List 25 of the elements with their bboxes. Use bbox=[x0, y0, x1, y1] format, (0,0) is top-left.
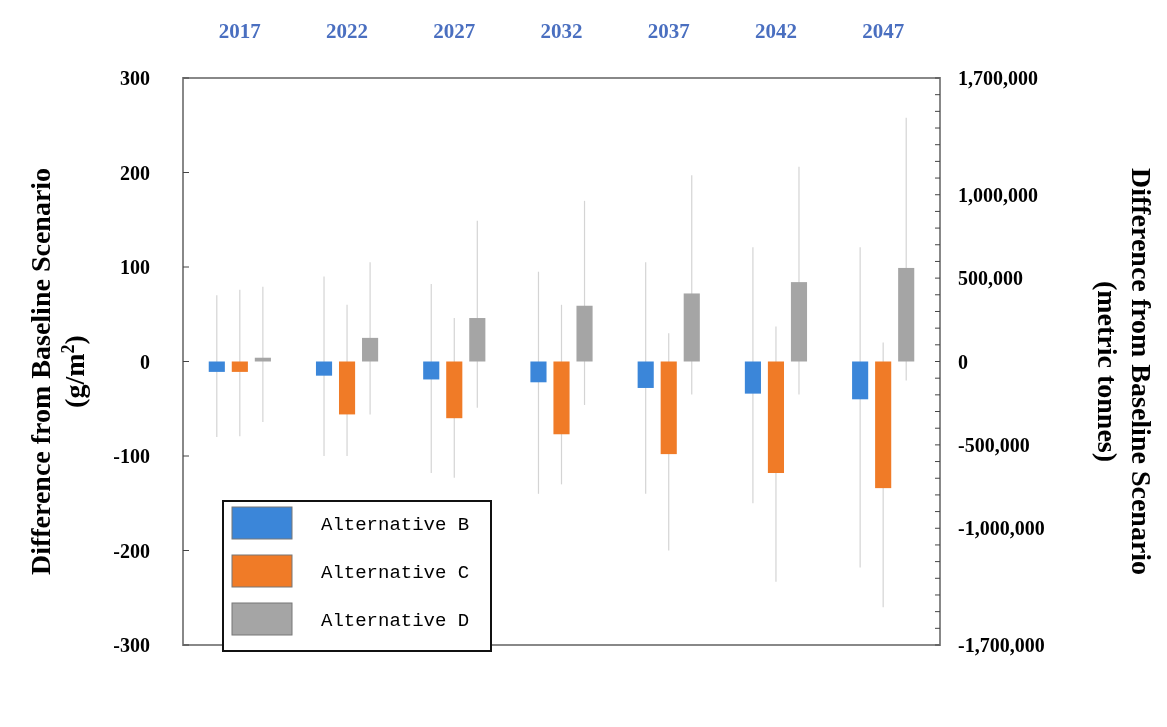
x-tick-label: 2027 bbox=[433, 19, 476, 43]
y-tick-label: -300 bbox=[113, 634, 150, 656]
x-tick-label: 2017 bbox=[218, 19, 261, 43]
legend-label: Alternative B bbox=[321, 514, 470, 536]
y2-tick-label: 1,000,000 bbox=[958, 183, 1038, 206]
legend-label: Alternative C bbox=[321, 562, 470, 584]
x-tick-label: 2022 bbox=[326, 19, 369, 43]
x-tick-label: 2037 bbox=[647, 19, 690, 43]
y-tick-label: 0 bbox=[140, 350, 150, 373]
y-tick-label: 300 bbox=[120, 67, 150, 89]
y-tick-label: 100 bbox=[120, 256, 150, 278]
legend-label: Alternative D bbox=[321, 610, 470, 632]
y2-axis-title: Difference from Baseline Scenario (metric tonnes) bbox=[1092, 167, 1157, 576]
y-tick-label: -100 bbox=[113, 445, 150, 467]
y2-tick-label: 1,700,000 bbox=[958, 67, 1038, 89]
y2-tick-label: -500,000 bbox=[958, 433, 1030, 456]
y2-tick-label: 0 bbox=[958, 350, 968, 373]
y-tick-label: -200 bbox=[113, 539, 150, 562]
x-tick-label: 2042 bbox=[754, 19, 797, 43]
y2-tick-label: 500,000 bbox=[958, 267, 1023, 290]
y-tick-label: 200 bbox=[120, 161, 150, 184]
x-tick-label: 2032 bbox=[540, 19, 583, 43]
x-tick-label: 2047 bbox=[862, 19, 905, 43]
y2-tick-label: -1,000,000 bbox=[958, 517, 1045, 540]
y2-tick-label: -1,700,000 bbox=[958, 634, 1045, 656]
